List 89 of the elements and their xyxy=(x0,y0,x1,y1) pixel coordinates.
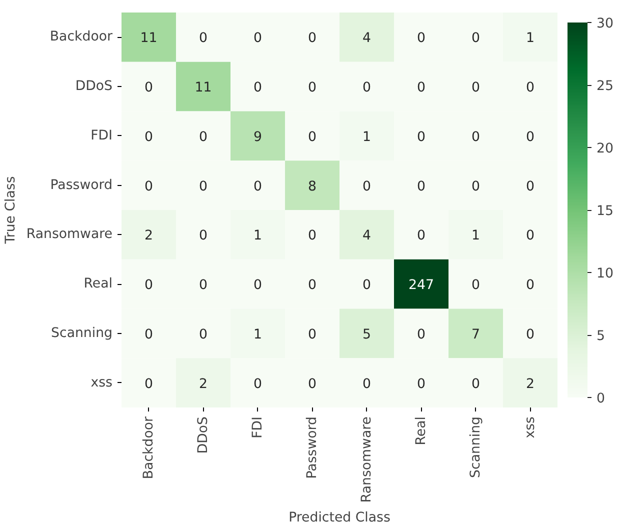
data-label: 1 xyxy=(472,228,480,244)
data-label: 8 xyxy=(308,179,316,194)
data-label: 0 xyxy=(526,278,534,294)
data-label: 0 xyxy=(417,130,426,145)
y-axis-title: True Class xyxy=(3,176,18,245)
data-label: 0 xyxy=(254,179,262,194)
x-tick-label: xss xyxy=(522,416,538,438)
data-label: 0 xyxy=(254,31,262,46)
data-label: 7 xyxy=(472,327,480,342)
data-label: 2 xyxy=(144,228,153,244)
data-label: 0 xyxy=(199,327,208,342)
data-label: 0 xyxy=(472,130,480,145)
data-label: 0 xyxy=(199,31,208,46)
x-tick-label: Backdoor xyxy=(141,416,156,480)
data-label: 0 xyxy=(472,179,480,194)
data-label: 5 xyxy=(362,327,371,342)
data-label: 9 xyxy=(254,130,262,145)
data-label: 0 xyxy=(199,228,208,244)
data-label: 0 xyxy=(417,376,426,392)
x-tick-label: Scanning xyxy=(468,416,484,478)
data-label: 0 xyxy=(362,278,371,294)
data-label: 0 xyxy=(144,130,153,145)
data-label: 0 xyxy=(526,80,534,96)
color-bar-label: 20 xyxy=(596,142,614,156)
data-label: 0 xyxy=(362,179,371,194)
color-bar-label: 30 xyxy=(596,16,614,32)
data-label: 0 xyxy=(144,179,153,194)
data-label: 2 xyxy=(199,376,208,392)
data-label: 0 xyxy=(308,376,316,392)
data-label: 0 xyxy=(526,179,534,194)
data-label: 0 xyxy=(254,376,262,392)
data-label: 0 xyxy=(417,228,426,244)
y-tick-label: FDI xyxy=(90,128,113,144)
data-label: 0 xyxy=(417,327,426,342)
data-label: 0 xyxy=(526,228,534,244)
y-tick-label: Real xyxy=(84,276,112,292)
data-label: 1 xyxy=(362,130,371,145)
data-label: 4 xyxy=(362,228,371,244)
x-tick-label: FDI xyxy=(250,416,266,438)
data-label: 0 xyxy=(308,327,316,342)
data-label: 0 xyxy=(472,376,480,392)
y-tick-label: Backdoor xyxy=(50,30,114,45)
y-tick-label: Scanning xyxy=(51,326,113,341)
data-label: 0 xyxy=(308,228,316,244)
data-label: 0 xyxy=(144,80,153,96)
data-label: 0 xyxy=(199,179,208,194)
data-label: 0 xyxy=(417,179,426,194)
x-tick-label: Password xyxy=(304,416,320,479)
data-label: 2 xyxy=(526,376,534,392)
data-label: 0 xyxy=(362,80,371,96)
data-label: 0 xyxy=(472,80,480,96)
data-label: 1 xyxy=(526,31,534,46)
y-tick-label: DDoS xyxy=(75,79,112,94)
color-bar-label: 10 xyxy=(596,266,614,282)
data-label: 0 xyxy=(362,376,371,392)
y-tick-label: Ransomware xyxy=(26,227,113,242)
data-label: 0 xyxy=(417,80,426,96)
y-tick-label: xss xyxy=(90,375,113,390)
color-bar-label: 0 xyxy=(596,392,605,406)
x-tick-label: Ransomware xyxy=(359,416,374,503)
x-tick-label: DDoS xyxy=(196,416,211,454)
data-label: 0 xyxy=(308,130,316,145)
data-label: 0 xyxy=(199,278,208,294)
data-label: 0 xyxy=(472,31,480,46)
data-label: 0 xyxy=(254,278,262,294)
data-label: 0 xyxy=(526,327,534,342)
data-label: 0 xyxy=(308,278,316,294)
color-bar-label: 5 xyxy=(596,329,605,344)
data-label: 0 xyxy=(144,278,153,294)
data-label: 247 xyxy=(408,278,434,294)
data-label: 0 xyxy=(308,31,316,46)
color-bar-label: 25 xyxy=(596,79,614,94)
data-label: 0 xyxy=(254,80,262,96)
data-label: 1 xyxy=(254,228,262,244)
data-label: 4 xyxy=(362,31,371,46)
data-label: 1 xyxy=(254,327,262,342)
data-label: 11 xyxy=(194,80,212,96)
color-bar-label: 15 xyxy=(596,204,614,219)
data-label: 0 xyxy=(472,278,480,294)
x-axis-title: Predicted Class xyxy=(288,510,390,526)
data-label: 0 xyxy=(199,130,208,145)
data-label: 11 xyxy=(140,31,158,46)
y-tick-label: Password xyxy=(50,178,113,193)
data-label: 0 xyxy=(417,31,426,46)
data-label: 0 xyxy=(144,327,153,342)
data-label: 0 xyxy=(526,130,534,145)
data-label: 0 xyxy=(144,376,153,392)
data-label: 0 xyxy=(308,80,316,96)
x-tick-label: Real xyxy=(414,416,429,446)
